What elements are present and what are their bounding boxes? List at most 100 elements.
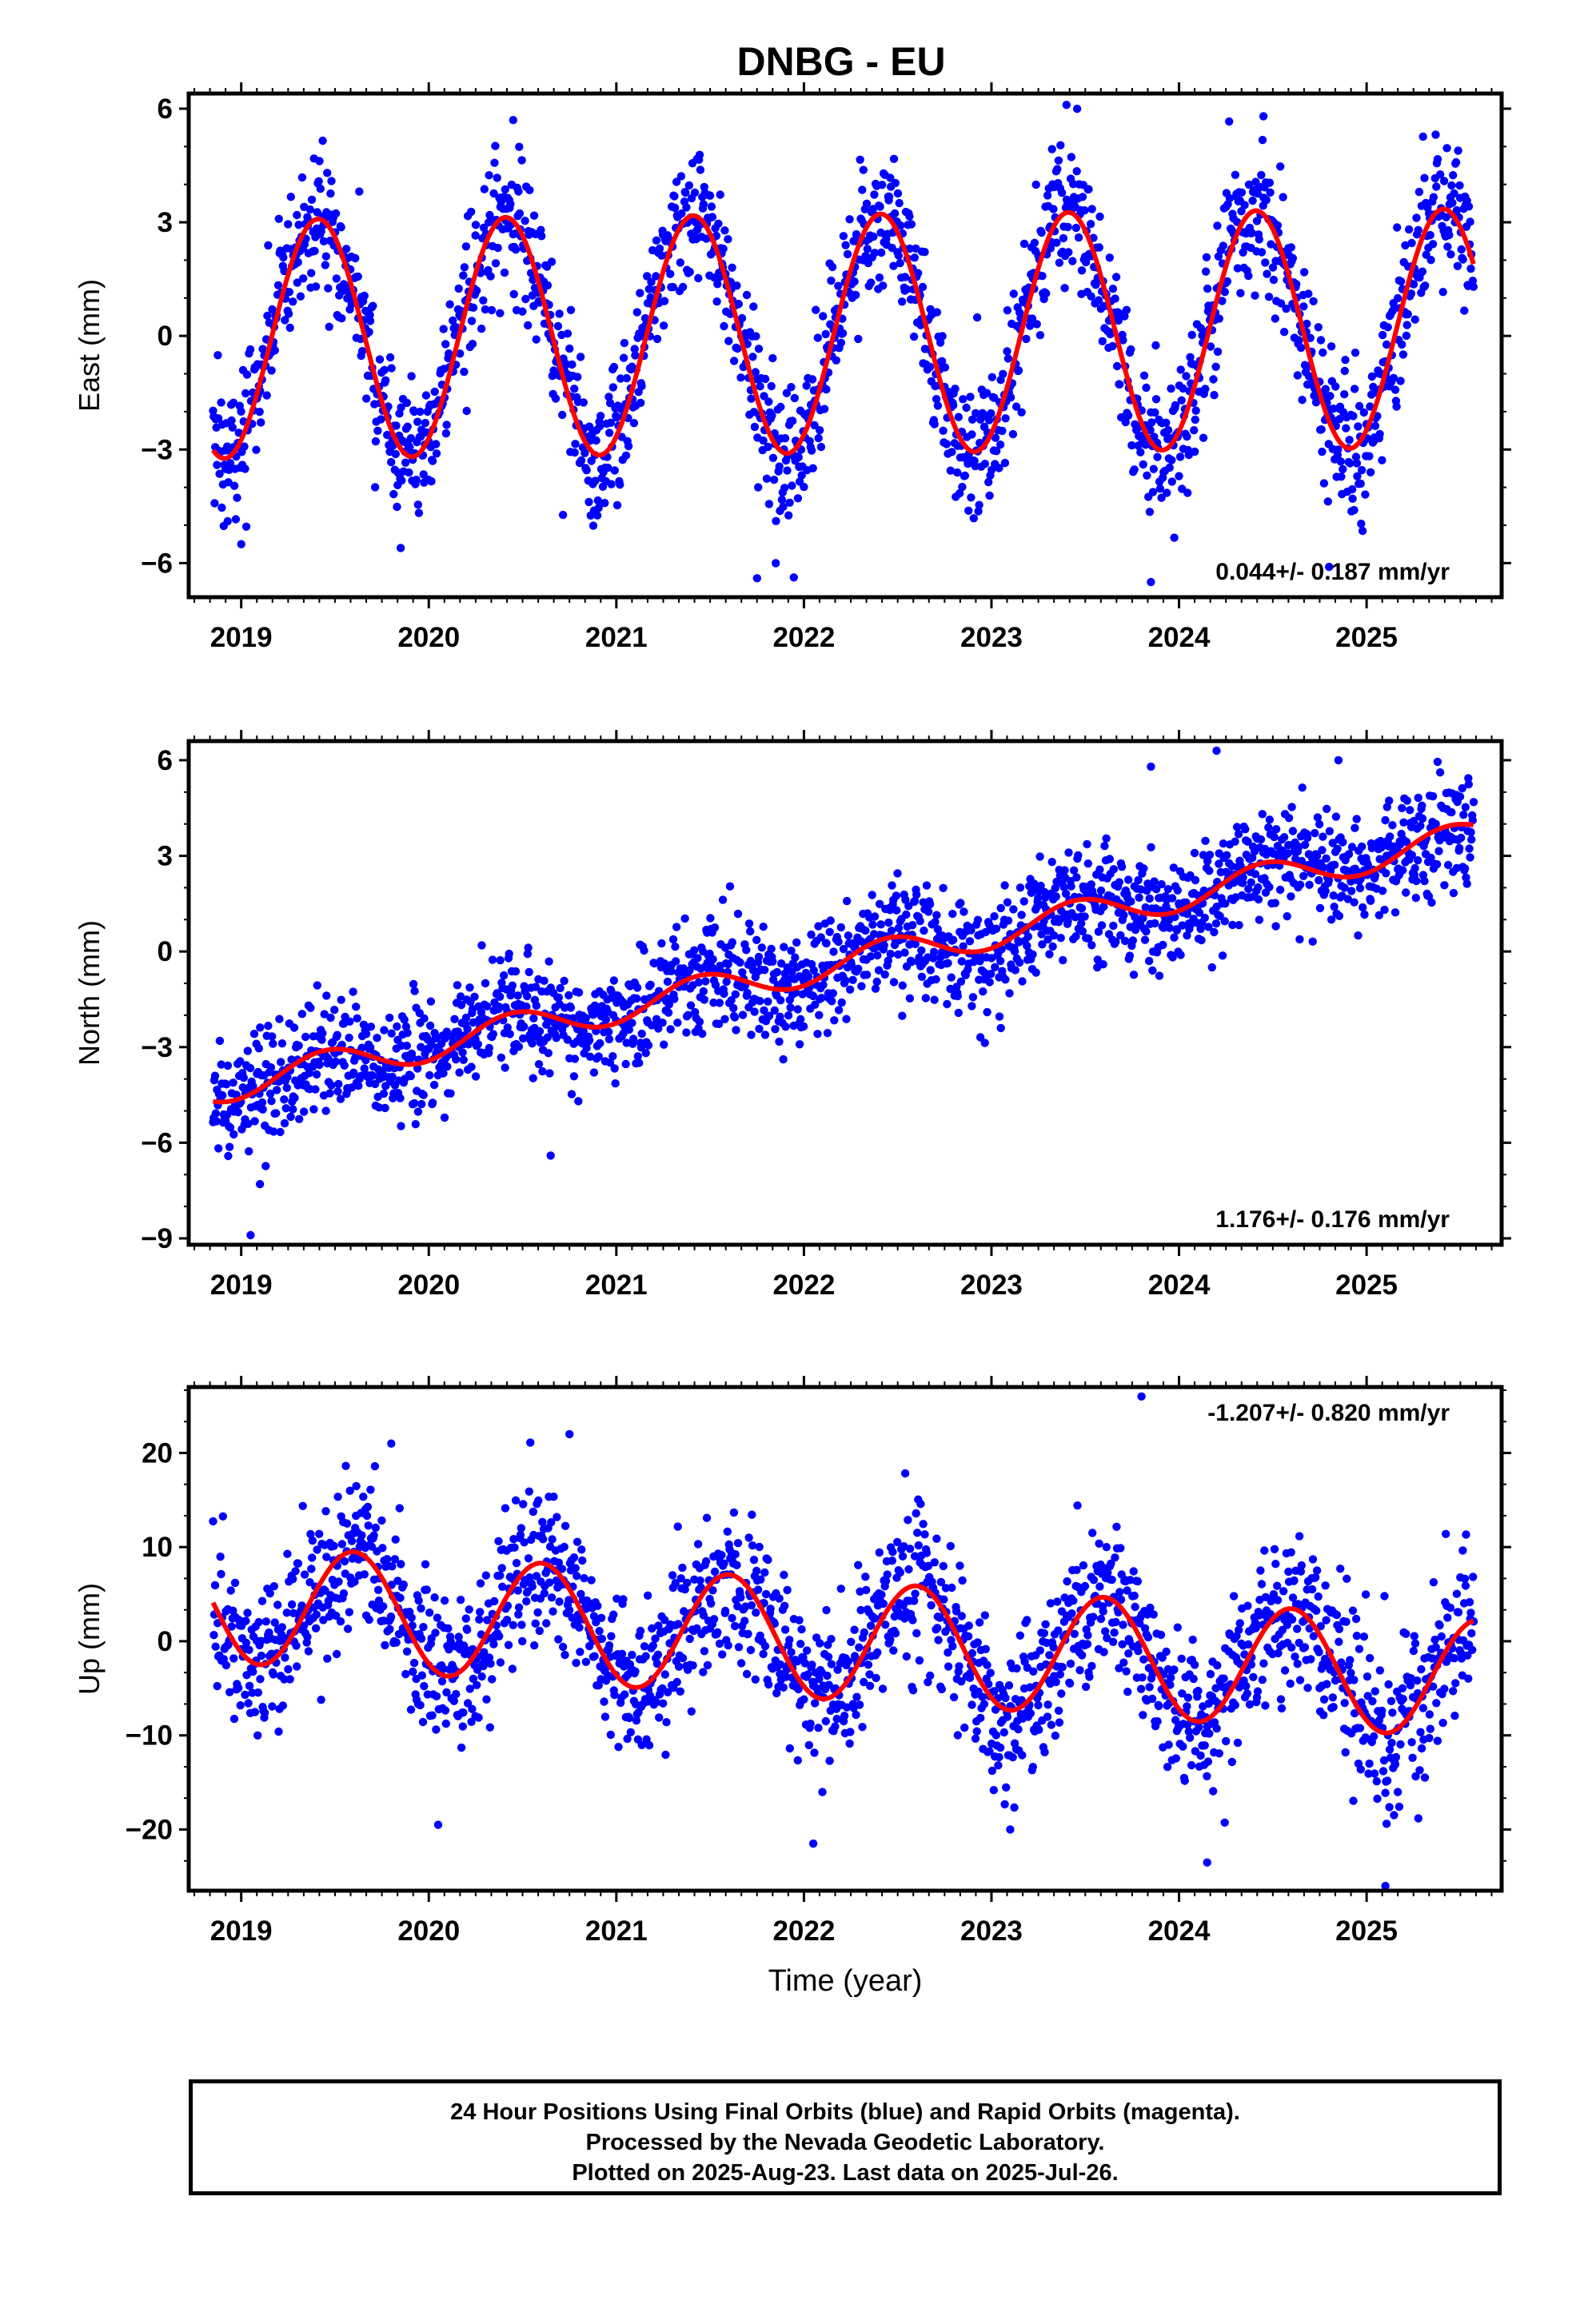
- data-point: [1297, 344, 1305, 352]
- data-point: [605, 1035, 613, 1043]
- data-point: [1349, 412, 1357, 420]
- data-point: [393, 503, 401, 511]
- data-point: [1177, 365, 1185, 373]
- data-point: [1170, 934, 1178, 942]
- data-point: [1003, 899, 1011, 907]
- data-point: [1011, 947, 1019, 955]
- data-point: [366, 1485, 374, 1493]
- data-point: [1165, 924, 1173, 932]
- data-point: [962, 404, 970, 412]
- data-point: [1440, 177, 1448, 185]
- data-point: [1068, 257, 1076, 265]
- data-point: [869, 233, 877, 241]
- data-point: [660, 297, 668, 305]
- x-tick-label: 2021: [585, 622, 648, 653]
- data-point: [1276, 886, 1284, 894]
- data-point: [850, 277, 858, 285]
- data-point: [1067, 153, 1075, 161]
- data-point: [256, 1675, 264, 1683]
- data-point: [1321, 887, 1329, 895]
- data-point: [525, 1488, 533, 1496]
- data-point: [587, 1576, 595, 1584]
- data-point: [469, 304, 477, 312]
- data-point: [1402, 888, 1410, 896]
- data-point: [482, 1696, 490, 1704]
- data-point: [209, 1631, 217, 1639]
- data-point: [807, 931, 815, 939]
- data-point: [1078, 904, 1086, 912]
- data-point: [720, 245, 728, 253]
- rate-annotation: 0.044+/- 0.187 mm/yr: [1215, 559, 1450, 585]
- data-point: [337, 314, 345, 322]
- data-point: [1449, 171, 1457, 179]
- data-point: [1098, 921, 1106, 929]
- data-point: [959, 395, 967, 403]
- data-point: [794, 494, 802, 502]
- data-point: [906, 995, 914, 1003]
- data-point: [469, 340, 477, 348]
- data-point: [529, 1015, 537, 1022]
- data-point: [548, 257, 556, 265]
- data-point: [778, 496, 786, 504]
- data-point: [726, 883, 734, 891]
- data-point: [377, 1517, 385, 1525]
- data-point: [668, 1571, 676, 1579]
- data-point: [570, 385, 578, 393]
- data-point: [1153, 453, 1161, 461]
- data-point: [1080, 912, 1088, 920]
- data-point: [575, 988, 583, 996]
- data-point: [1455, 844, 1463, 852]
- data-point: [1353, 459, 1361, 467]
- data-point: [923, 881, 931, 889]
- data-point: [428, 1712, 436, 1720]
- data-point: [245, 1646, 253, 1654]
- data-point: [772, 517, 780, 525]
- data-point: [401, 459, 409, 467]
- data-point: [1396, 377, 1404, 385]
- data-point: [822, 330, 830, 338]
- data-point: [512, 1497, 520, 1505]
- data-point: [666, 1025, 674, 1033]
- data-point: [655, 1713, 663, 1721]
- data-point: [1149, 488, 1157, 496]
- data-point: [804, 973, 812, 981]
- data-point: [719, 895, 727, 903]
- data-point: [1459, 811, 1467, 819]
- data-point: [1011, 966, 1019, 974]
- data-point: [854, 335, 862, 343]
- data-point: [1261, 258, 1269, 266]
- data-point: [1036, 331, 1044, 339]
- data-point: [433, 449, 441, 457]
- data-point: [295, 1115, 303, 1123]
- data-point: [852, 291, 860, 299]
- data-point: [657, 939, 665, 947]
- data-point: [743, 989, 751, 997]
- data-point: [287, 193, 295, 201]
- data-point: [554, 322, 562, 330]
- data-point: [956, 899, 964, 907]
- data-point: [784, 512, 792, 520]
- data-point: [894, 189, 902, 197]
- data-point: [1202, 268, 1210, 276]
- data-point: [283, 1550, 291, 1558]
- data-point: [1432, 182, 1440, 190]
- data-point: [343, 1520, 351, 1528]
- data-point: [241, 464, 249, 472]
- data-point: [815, 434, 823, 442]
- data-point: [1108, 342, 1116, 350]
- data-point: [1311, 829, 1319, 837]
- data-point: [1399, 350, 1407, 358]
- data-point: [863, 971, 871, 979]
- data-point: [1003, 347, 1011, 355]
- data-point: [1106, 855, 1114, 863]
- data-point: [1322, 855, 1330, 863]
- data-point: [308, 196, 316, 204]
- data-point: [691, 189, 699, 197]
- data-point: [1087, 941, 1095, 949]
- data-point: [796, 1015, 804, 1023]
- data-point: [518, 308, 526, 316]
- data-point: [270, 1582, 278, 1590]
- data-point: [1331, 382, 1339, 390]
- data-point: [1379, 887, 1386, 895]
- data-point: [819, 312, 827, 320]
